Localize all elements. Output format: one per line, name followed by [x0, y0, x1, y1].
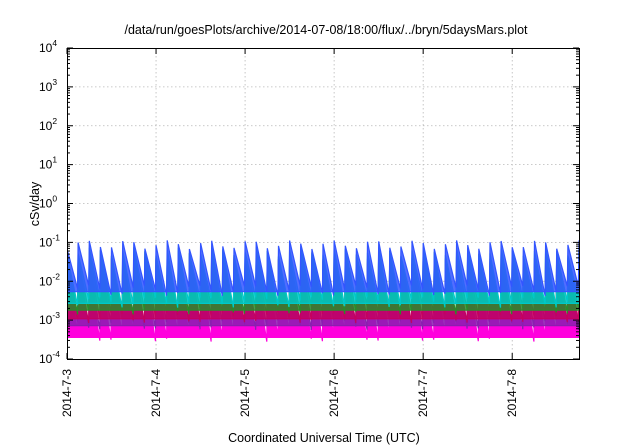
y-tick-label: 102: [39, 116, 57, 133]
x-axis-label: Coordinated Universal Time (UTC): [228, 431, 420, 445]
x-tick-label: 2014-7-6: [327, 369, 341, 417]
x-tick-label: 2014-7-3: [60, 369, 74, 417]
series-layer: [67, 240, 579, 342]
y-axis-label: cSv/day: [28, 181, 42, 226]
x-tick-label: 2014-7-4: [149, 369, 163, 417]
x-tick-label: 2014-7-7: [416, 369, 430, 417]
y-tick-label: 10-1: [39, 232, 60, 249]
chart-title: /data/run/goesPlots/archive/2014-07-08/1…: [124, 23, 528, 37]
x-tick-label: 2014-7-8: [505, 369, 519, 417]
y-tick-label: 10-4: [39, 349, 60, 366]
flux-series-6: [67, 240, 579, 297]
y-tick-label: 104: [39, 38, 57, 55]
x-tick-label: 2014-7-5: [238, 369, 252, 417]
y-tick-label: 10-3: [39, 310, 60, 327]
y-tick-label: 10-2: [39, 271, 60, 288]
y-tick-label: 101: [39, 155, 57, 172]
y-tick-label: 103: [39, 77, 57, 94]
